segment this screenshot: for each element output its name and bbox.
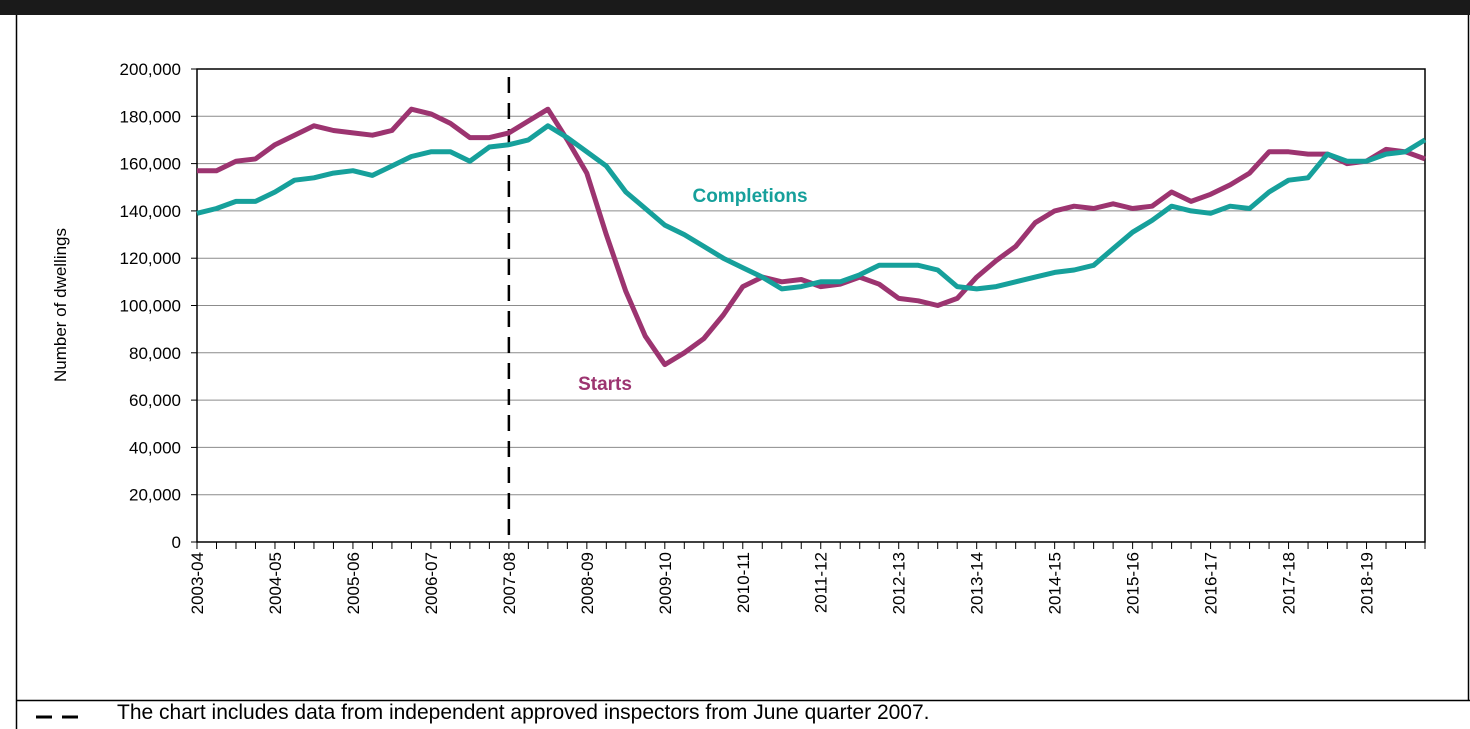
x-tick-label: 2009-10 — [656, 552, 675, 614]
series-label: Completions — [692, 186, 807, 207]
x-tick-label: 2005-06 — [344, 552, 363, 614]
y-axis-title: Number of dwellings — [51, 228, 70, 382]
plot-frame — [196, 68, 1426, 543]
x-tick-label: 2006-07 — [422, 552, 441, 614]
series-line — [196, 123, 1427, 292]
x-tick-label: 2004-05 — [266, 552, 285, 614]
series-label: Starts — [578, 374, 632, 395]
y-tick-label: 40,000 — [129, 438, 181, 457]
y-tick-label: 60,000 — [129, 391, 181, 410]
header-bar — [0, 0, 1470, 15]
x-tick-label: 2012-13 — [890, 552, 909, 614]
y-tick-label: 160,000 — [120, 155, 181, 174]
y-tick-label: 20,000 — [129, 486, 181, 505]
y-tick-label: 200,000 — [120, 60, 181, 79]
y-tick-label: 120,000 — [120, 249, 181, 268]
x-tick-label: 2013-14 — [968, 552, 987, 614]
x-tick-label: 2003-04 — [188, 552, 207, 614]
footnote: The chart includes data from independent… — [117, 701, 930, 724]
x-tick-label: 2008-09 — [578, 552, 597, 614]
y-tick-label: 80,000 — [129, 344, 181, 363]
y-tick-label: 140,000 — [120, 202, 181, 221]
x-tick-label: 2017-18 — [1280, 552, 1299, 614]
series-line — [197, 106, 1426, 368]
x-tick-label: 2007-08 — [500, 552, 519, 614]
y-tick-label: 100,000 — [120, 297, 181, 316]
x-tick-label: 2015-16 — [1124, 552, 1143, 614]
x-tick-label: 2016-17 — [1202, 552, 1221, 614]
x-tick-label: 2014-15 — [1046, 552, 1065, 614]
y-tick-label: 0 — [172, 533, 181, 552]
x-tick-label: 2010-11 — [734, 552, 753, 613]
x-tick-label: 2018-19 — [1358, 552, 1377, 614]
y-tick-label: 180,000 — [120, 107, 181, 126]
x-tick-label: 2011-12 — [812, 552, 831, 613]
